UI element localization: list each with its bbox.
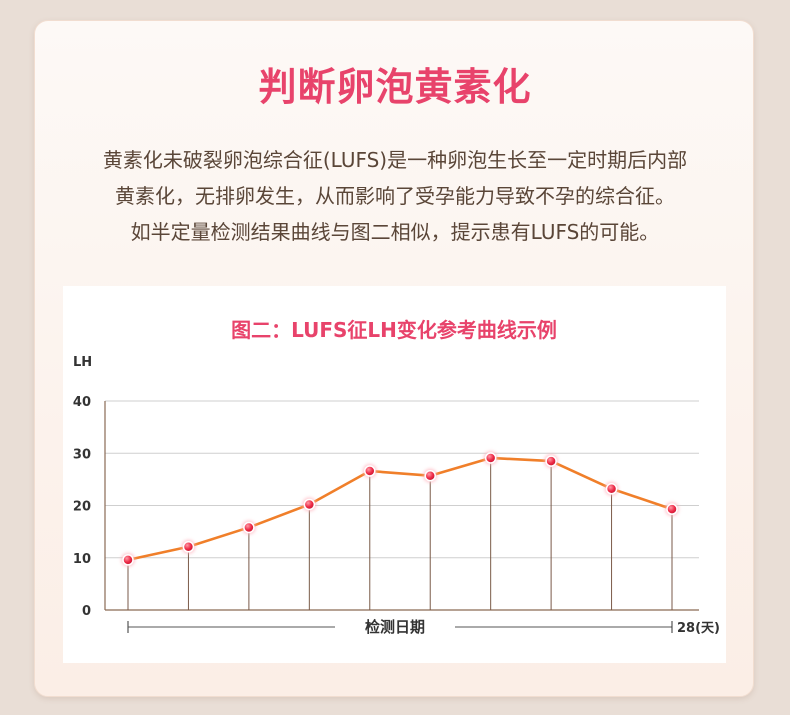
data-point bbox=[241, 520, 256, 535]
description-line-2: 黄素化，无排卵发生，从而影响了受孕能力导致不孕的综合征。 bbox=[115, 184, 675, 208]
chart-title: 图二：LUFS征LH变化参考曲线示例 bbox=[231, 318, 557, 342]
description: 黄素化未破裂卵泡综合征(LUFS)是一种卵泡生长至一定时期后内部 黄素化，无排卵… bbox=[40, 142, 750, 250]
x-end-label: 28(天) bbox=[677, 621, 720, 636]
y-tick-label: 0 bbox=[82, 604, 91, 619]
data-point bbox=[362, 464, 377, 479]
data-point bbox=[544, 454, 559, 469]
y-axis-label: LH bbox=[73, 355, 92, 370]
description-line-3: 如半定量检测结果曲线与图二相似，提示患有LUFS的可能。 bbox=[130, 220, 660, 244]
data-point bbox=[181, 539, 196, 554]
chart-panel: 图二：LUFS征LH变化参考曲线示例 LH 0 10 20 30 40 检测日期 28(天… bbox=[63, 286, 726, 663]
data-point bbox=[665, 502, 679, 517]
data-point bbox=[483, 450, 498, 465]
data-point bbox=[423, 468, 438, 483]
data-point bbox=[121, 552, 135, 567]
lh-line-chart: 图二：LUFS征LH变化参考曲线示例 LH 0 10 20 30 40 检测日期 28(天… bbox=[73, 318, 720, 636]
y-tick-label: 40 bbox=[73, 395, 91, 410]
y-tick-label: 30 bbox=[73, 447, 91, 462]
data-point bbox=[604, 481, 619, 496]
y-tick-label: 20 bbox=[73, 500, 91, 515]
page-title: 判断卵泡黄素化 bbox=[258, 65, 532, 109]
description-line-1: 黄素化未破裂卵泡综合征(LUFS)是一种卵泡生长至一定时期后内部 bbox=[102, 148, 688, 172]
series-line bbox=[126, 456, 674, 562]
data-point bbox=[302, 497, 317, 512]
x-axis-label: 检测日期 bbox=[365, 618, 425, 636]
y-tick-label: 10 bbox=[73, 552, 91, 567]
